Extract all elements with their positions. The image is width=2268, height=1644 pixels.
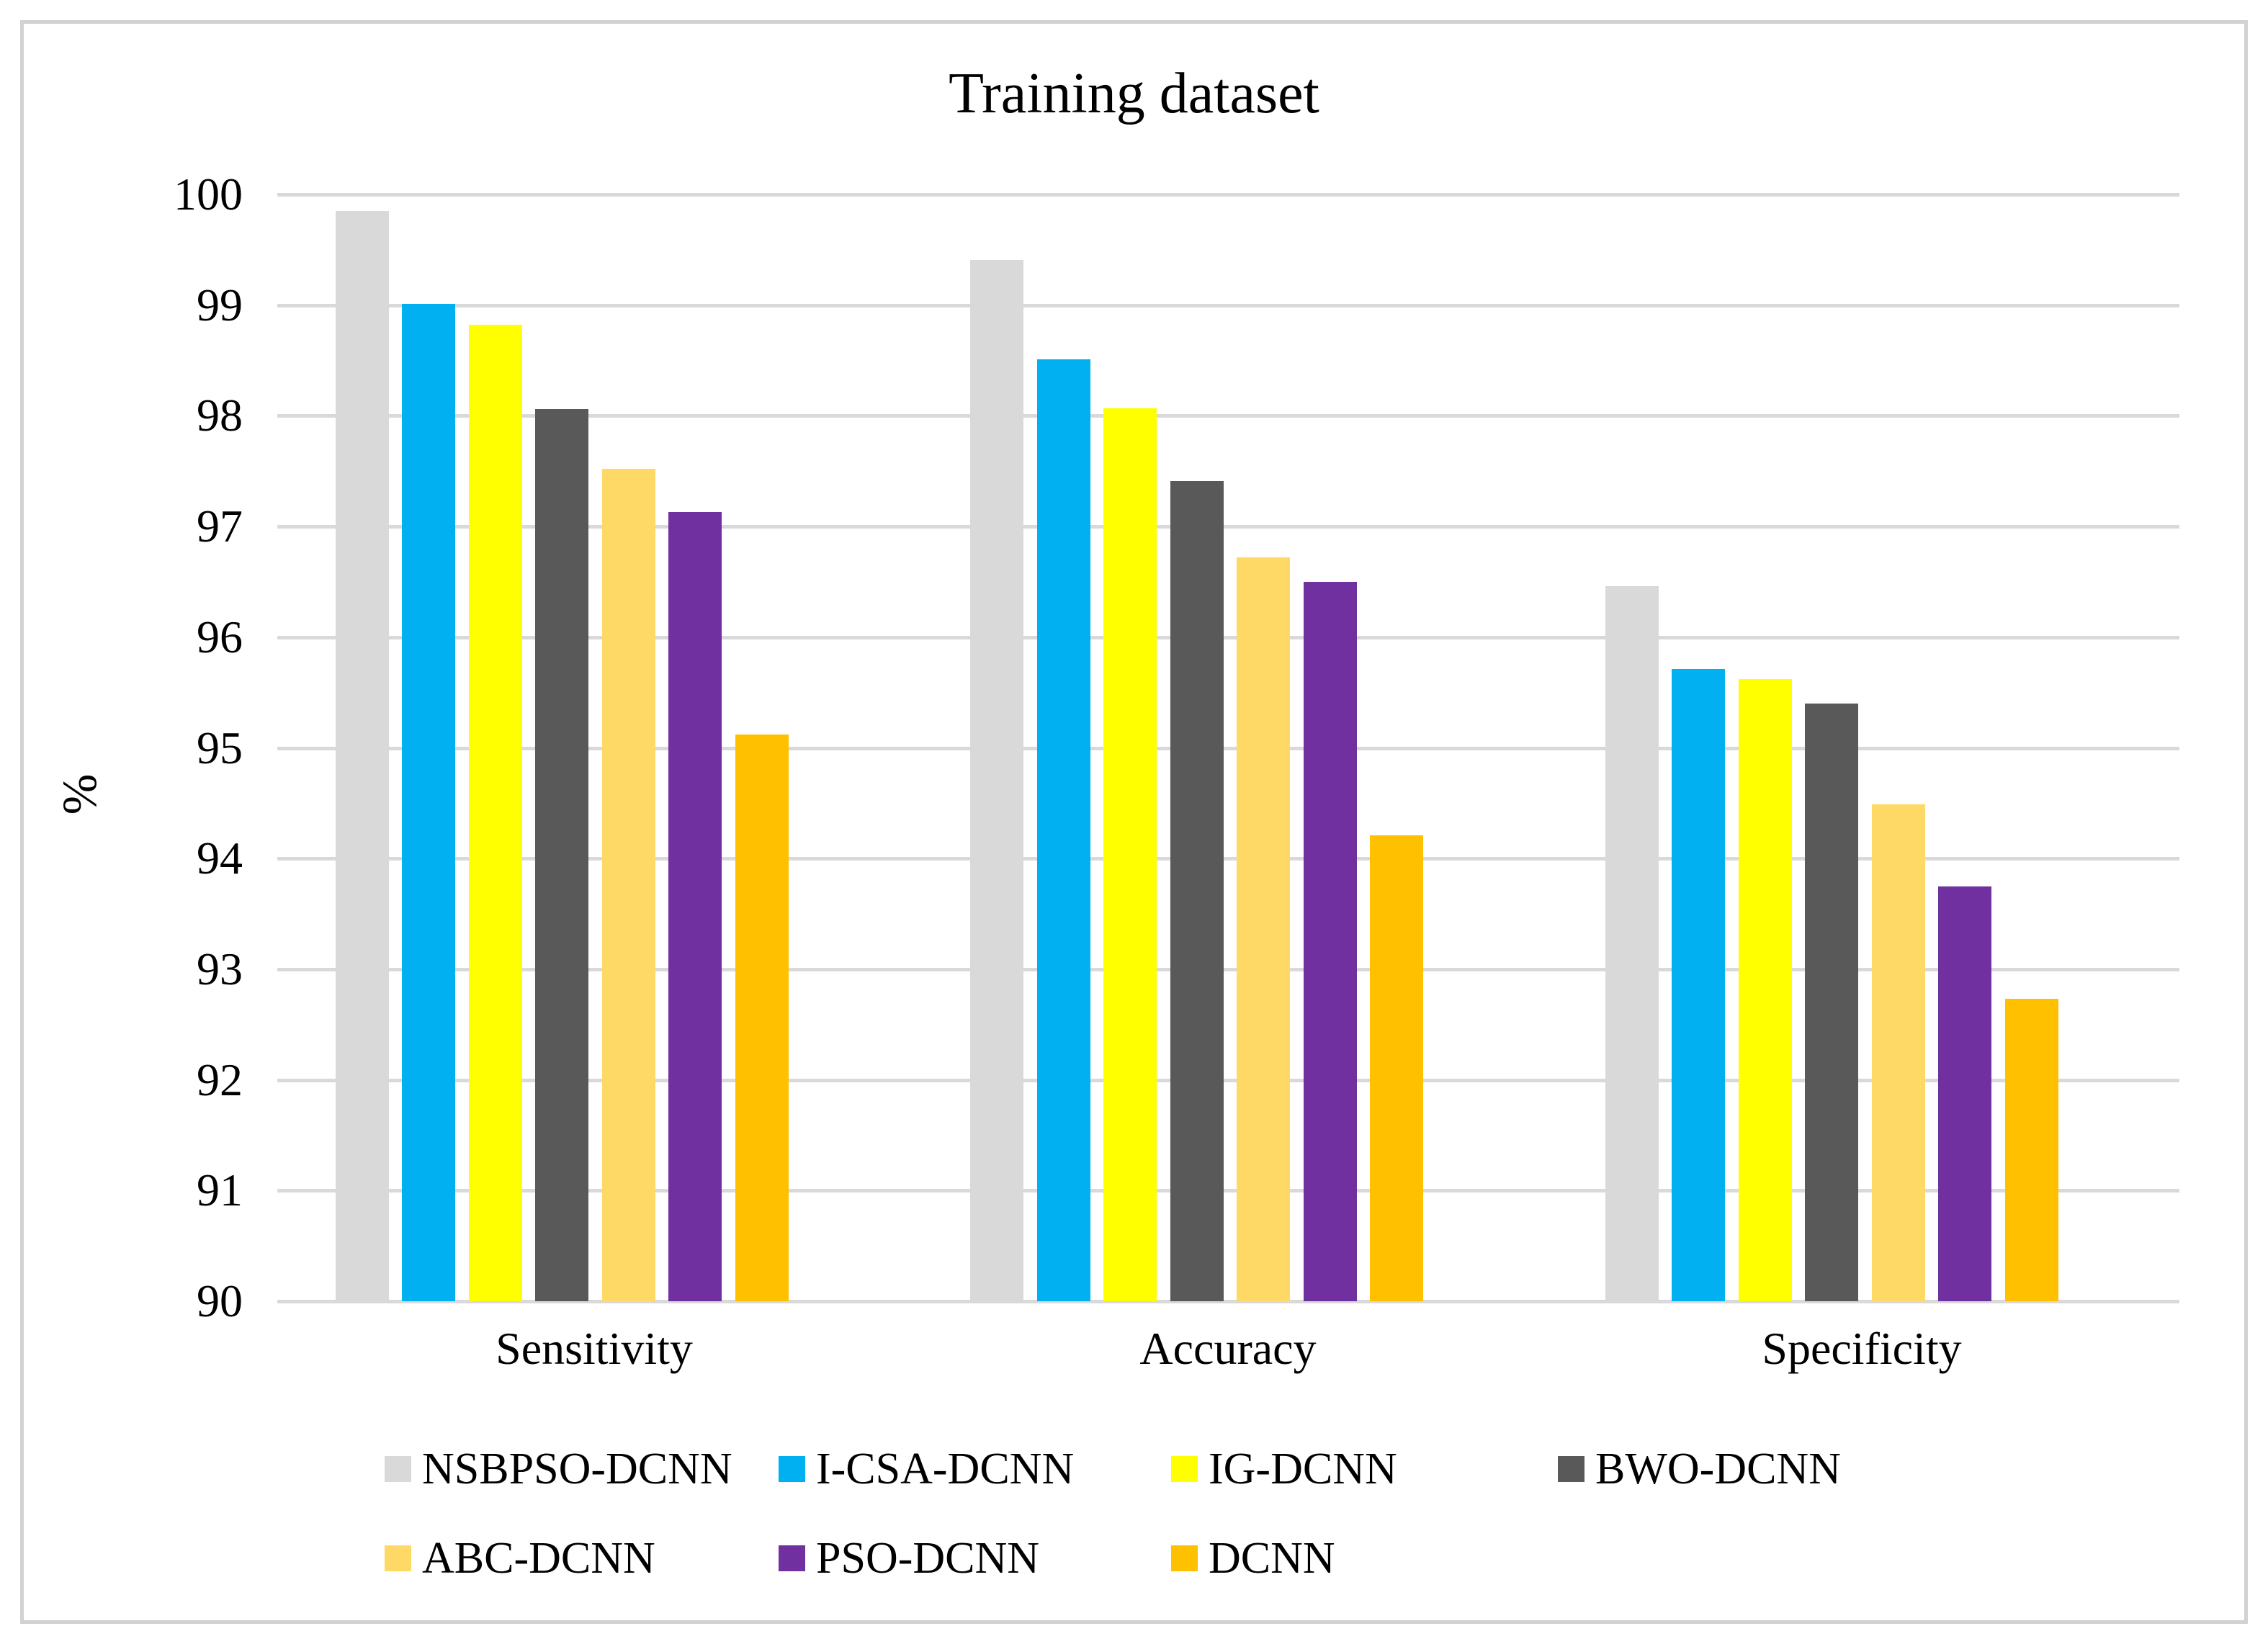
legend-swatch-i-csa-dcnn: [779, 1456, 805, 1482]
gridline-93: [277, 967, 2179, 971]
gridline-92: [277, 1078, 2179, 1082]
bar-bwo-dcnn-specificity: [1805, 704, 1858, 1301]
bar-dcnn-accuracy: [1370, 835, 1423, 1301]
bar-dcnn-specificity: [2004, 999, 2058, 1301]
y-tick-label-93: 93: [197, 943, 243, 994]
bar-i-csa-dcnn-specificity: [1672, 669, 1725, 1301]
bar-nsbpso-dcnn-specificity: [1605, 586, 1659, 1301]
bar-pso-dcnn-sensitivity: [668, 512, 722, 1301]
legend-item-nsbpso-dcnn: NSBPSO-DCNN: [385, 1442, 732, 1496]
bar-abc-dcnn-specificity: [1871, 804, 1925, 1301]
chart-border: [20, 20, 2248, 1624]
y-tick-label-100: 100: [174, 169, 243, 220]
legend-swatch-abc-dcnn: [385, 1545, 411, 1571]
y-tick-label-94: 94: [197, 832, 243, 884]
legend-item-i-csa-dcnn: I-CSA-DCNN: [779, 1442, 1074, 1496]
legend-swatch-ig-dcnn: [1171, 1456, 1198, 1482]
bar-nsbpso-dcnn-accuracy: [970, 259, 1023, 1301]
y-tick-label-95: 95: [197, 722, 243, 773]
legend-item-dcnn: DCNN: [1171, 1531, 1335, 1586]
gridline-96: [277, 635, 2179, 639]
legend-swatch-dcnn: [1171, 1545, 1198, 1571]
gridline-100: [277, 193, 2179, 197]
y-tick-label-96: 96: [197, 611, 243, 662]
bar-group-accuracy: [970, 194, 1423, 1301]
y-tick-label-91: 91: [197, 1164, 243, 1216]
y-tick-label-98: 98: [197, 390, 243, 441]
category-label-specificity: Specificity: [1762, 1323, 1962, 1374]
legend-label-i-csa-dcnn: I-CSA-DCNN: [816, 1444, 1075, 1493]
bar-pso-dcnn-specificity: [1938, 886, 1991, 1301]
legend-label-ig-dcnn: IG-DCNN: [1209, 1444, 1397, 1493]
legend-item-abc-dcnn: ABC-DCNN: [385, 1531, 655, 1586]
category-label-accuracy: Accuracy: [1139, 1323, 1317, 1374]
chart-title: Training dataset: [949, 62, 1319, 125]
legend-item-bwo-dcnn: BWO-DCNN: [1558, 1442, 1841, 1496]
gridline-98: [277, 414, 2179, 418]
bar-bwo-dcnn-sensitivity: [535, 409, 588, 1301]
plot-area: [277, 193, 2179, 1303]
bar-group-sensitivity: [335, 194, 789, 1301]
bar-abc-dcnn-sensitivity: [601, 469, 655, 1301]
bar-abc-dcnn-accuracy: [1237, 557, 1290, 1301]
legend-item-pso-dcnn: PSO-DCNN: [779, 1531, 1039, 1586]
gridline-97: [277, 525, 2179, 529]
bar-nsbpso-dcnn-sensitivity: [335, 211, 389, 1301]
legend-label-abc-dcnn: ABC-DCNN: [422, 1533, 655, 1583]
bar-i-csa-dcnn-sensitivity: [402, 304, 455, 1301]
bar-ig-dcnn-specificity: [1738, 679, 1792, 1301]
gridline-99: [277, 303, 2179, 307]
bar-bwo-dcnn-accuracy: [1170, 481, 1224, 1301]
legend-label-pso-dcnn: PSO-DCNN: [816, 1533, 1040, 1583]
gridline-94: [277, 857, 2179, 861]
gridline-91: [277, 1189, 2179, 1193]
legend-swatch-bwo-dcnn: [1558, 1456, 1585, 1482]
bar-i-csa-dcnn-accuracy: [1036, 359, 1090, 1301]
legend-label-dcnn: DCNN: [1209, 1533, 1335, 1583]
legend-item-ig-dcnn: IG-DCNN: [1171, 1442, 1397, 1496]
legend-swatch-pso-dcnn: [779, 1545, 805, 1571]
bar-ig-dcnn-sensitivity: [468, 325, 522, 1301]
bar-group-specificity: [1605, 194, 2058, 1301]
gridline-90: [277, 1300, 2179, 1303]
y-tick-label-92: 92: [197, 1054, 243, 1105]
legend-label-nsbpso-dcnn: NSBPSO-DCNN: [422, 1444, 732, 1493]
y-tick-label-99: 99: [197, 279, 243, 331]
bar-dcnn-sensitivity: [735, 735, 789, 1301]
bar-ig-dcnn-accuracy: [1103, 408, 1157, 1301]
bar-pso-dcnn-accuracy: [1303, 581, 1357, 1301]
legend-label-bwo-dcnn: BWO-DCNN: [1595, 1444, 1841, 1493]
legend-swatch-nsbpso-dcnn: [385, 1456, 411, 1482]
y-tick-label-90: 90: [197, 1275, 243, 1326]
category-label-sensitivity: Sensitivity: [496, 1323, 693, 1374]
y-tick-label-97: 97: [197, 500, 243, 552]
gridline-95: [277, 746, 2179, 750]
